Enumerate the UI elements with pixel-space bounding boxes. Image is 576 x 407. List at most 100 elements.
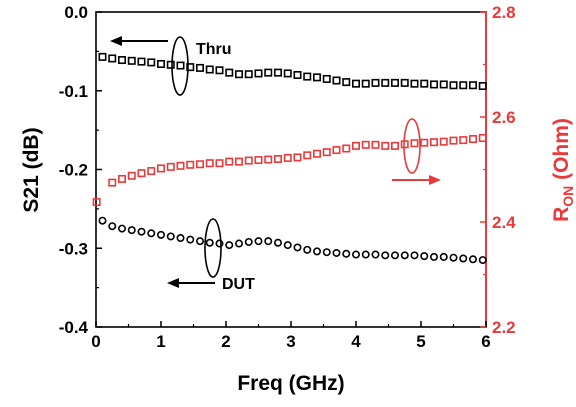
thru-label: Thru: [196, 41, 232, 58]
axis-ticks: [95, 11, 487, 328]
thru-arrow-head: [110, 36, 122, 46]
ron-data-point: [264, 155, 273, 164]
dut-data-point: [225, 241, 234, 250]
dut-data-point: [98, 216, 107, 225]
thru-data-point: [342, 78, 351, 87]
ron-data-point: [157, 164, 166, 173]
ron-data-point: [312, 149, 321, 158]
ron-data-point: [254, 156, 263, 165]
dut-data-point: [196, 237, 205, 246]
thru-data-point: [147, 58, 156, 67]
thru-data-point: [205, 65, 214, 74]
thru-data-point: [176, 61, 185, 70]
dut-data-point: [264, 237, 273, 246]
thru-data-point: [293, 71, 302, 80]
ron-data-point: [478, 134, 487, 143]
thru-data-point: [400, 78, 409, 87]
axis-tick-labels: 0 1 2 3 4 5 6 0.0 -0.1 -0.2 -0.3 -0.4 2.8 2.6 2.4 2.2: [59, 3, 516, 351]
ron-data-point: [342, 144, 351, 153]
thru-data-point: [468, 81, 477, 90]
x-tick-label: 6: [481, 332, 490, 351]
thru-data-point: [127, 56, 136, 65]
dut-data-point: [332, 248, 341, 257]
y-right-tick-label: 2.8: [492, 3, 516, 22]
ron-data-point: [293, 153, 302, 162]
thru-data-point: [264, 68, 273, 77]
ron-data-point: [468, 135, 477, 144]
x-tick-label: 5: [416, 332, 425, 351]
thru-data-point: [410, 79, 419, 88]
thru-data-point: [186, 63, 195, 72]
thru-data-point: [137, 57, 146, 66]
dut-data-point: [176, 234, 185, 243]
dut-arrow-head: [167, 278, 179, 288]
thru-data-point: [312, 73, 321, 82]
ron-data-point: [137, 169, 146, 178]
y-left-tick-label: -0.2: [59, 161, 88, 180]
ron-arrow-head: [429, 175, 441, 185]
y-left-tick-label: -0.3: [59, 239, 88, 258]
ron-data-point: [225, 157, 234, 166]
thru-data-point: [381, 78, 390, 87]
dut-data-point: [244, 237, 253, 246]
thru-ellipse: [171, 36, 189, 96]
dut-data-point: [410, 251, 419, 260]
x-tick-label: 4: [351, 332, 361, 351]
dut-data-point: [390, 251, 399, 260]
thru-data-point: [215, 66, 224, 75]
ron-data-point: [186, 160, 195, 169]
ron-data-point: [322, 148, 331, 157]
dut-annotation: DUT: [167, 218, 255, 293]
data-markers: [92, 52, 487, 265]
y-left-tick-label: 0.0: [64, 3, 88, 22]
dut-data-point: [186, 235, 195, 244]
thru-data-point: [273, 68, 282, 77]
y-right-axis-title: RON (Ohm): [550, 118, 576, 222]
thru-data-point: [459, 81, 468, 90]
thru-data-point: [439, 80, 448, 89]
dut-data-point: [420, 252, 429, 261]
ron-data-point: [244, 156, 253, 165]
y-left-axis-title: S21 (dB): [20, 127, 43, 212]
dut-data-point: [273, 238, 282, 247]
ron-data-point: [390, 141, 399, 150]
thru-data-point: [429, 80, 438, 89]
dut-data-point: [361, 250, 370, 259]
ron-ellipse: [403, 118, 421, 174]
thru-data-point: [225, 68, 234, 77]
thru-data-point: [196, 63, 205, 72]
dut-data-point: [118, 224, 127, 233]
ron-data-point: [381, 141, 390, 150]
dut-data-point: [381, 251, 390, 260]
ron-data-point: [303, 151, 312, 160]
y-right-tick-label: 2.6: [492, 108, 516, 127]
thru-data-point: [351, 79, 360, 88]
x-tick-label: 0: [91, 332, 100, 351]
ron-data-point: [371, 140, 380, 149]
ron-data-point: [332, 146, 341, 155]
ron-data-point: [118, 174, 127, 183]
ron-annotation: [392, 118, 441, 185]
dut-data-point: [371, 250, 380, 259]
ron-data-point: [361, 140, 370, 149]
ron-data-point: [108, 178, 117, 187]
ron-data-point: [439, 137, 448, 146]
dut-ellipse: [204, 218, 222, 278]
dut-data-point: [400, 251, 409, 260]
dut-data-point: [351, 250, 360, 259]
ron-data-point: [147, 167, 156, 176]
dut-label: DUT: [222, 276, 255, 293]
thru-data-point: [244, 70, 253, 79]
y-right-tick-label: 2.2: [492, 318, 516, 337]
y-right-title-main: R: [550, 207, 573, 222]
dut-data-point: [312, 247, 321, 256]
dut-data-point: [342, 249, 351, 258]
x-tick-label: 3: [286, 332, 295, 351]
ron-data-point: [205, 159, 214, 168]
thru-data-point: [361, 79, 370, 88]
thru-data-point: [449, 81, 458, 90]
y-left-tick-label: -0.4: [59, 318, 89, 337]
ron-data-point: [235, 157, 244, 166]
dut-data-point: [449, 253, 458, 262]
thru-data-point: [390, 78, 399, 87]
